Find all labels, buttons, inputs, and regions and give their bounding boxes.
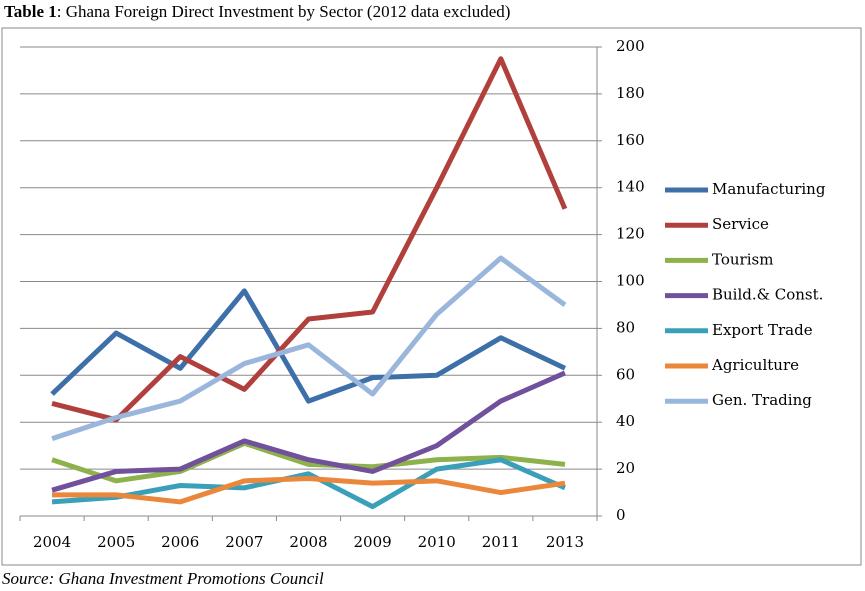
y-tick-label: 200 [616, 37, 645, 55]
legend-label: Agriculture [711, 356, 799, 374]
y-tick-label: 100 [616, 272, 645, 290]
x-tick-label: 2007 [225, 533, 263, 551]
series-line [51, 457, 566, 510]
x-tick-label: 2009 [354, 533, 392, 551]
y-tick-label: 40 [616, 412, 635, 430]
series-line [50, 288, 567, 404]
legend-label: Service [712, 215, 769, 233]
source: Source: Ghana Investment Promotions Coun… [2, 569, 324, 588]
chart-title: Table 1: Ghana Foreign Direct Investment… [4, 2, 510, 21]
series-line [52, 475, 566, 505]
legend-label: Manufacturing [712, 180, 826, 198]
y-tick-label: 120 [616, 225, 645, 243]
y-tick-label: 0 [616, 506, 626, 524]
chart-border [1, 27, 862, 566]
y-tick-label: 60 [616, 365, 635, 383]
legend-label: Tourism [712, 250, 773, 268]
title-label: Table 1 [4, 2, 57, 21]
series-line [51, 440, 566, 484]
y-tick-label: 20 [616, 459, 635, 477]
y-tick-label: 180 [616, 84, 645, 102]
y-tick-label: 140 [616, 178, 645, 196]
x-tick-label: 2011 [482, 533, 520, 551]
title-text: : Ghana Foreign Direct Investment by Sec… [57, 2, 511, 21]
x-tick-label: 2004 [33, 533, 71, 551]
x-tick-label: 2005 [97, 533, 135, 551]
series-line [51, 370, 566, 493]
series-line [51, 56, 568, 423]
x-tick-label: 2010 [418, 533, 456, 551]
legend-label: Export Trade [712, 321, 813, 339]
series-line [51, 255, 567, 441]
y-tick-label: 160 [616, 131, 645, 149]
y-tick-label: 80 [616, 318, 635, 336]
legend-label: Gen. Trading [712, 391, 812, 409]
x-tick-label: 2013 [546, 533, 584, 551]
x-tick-label: 2008 [289, 533, 327, 551]
legend-label: Build.& Const. [712, 286, 823, 304]
x-tick-label: 2006 [161, 533, 199, 551]
